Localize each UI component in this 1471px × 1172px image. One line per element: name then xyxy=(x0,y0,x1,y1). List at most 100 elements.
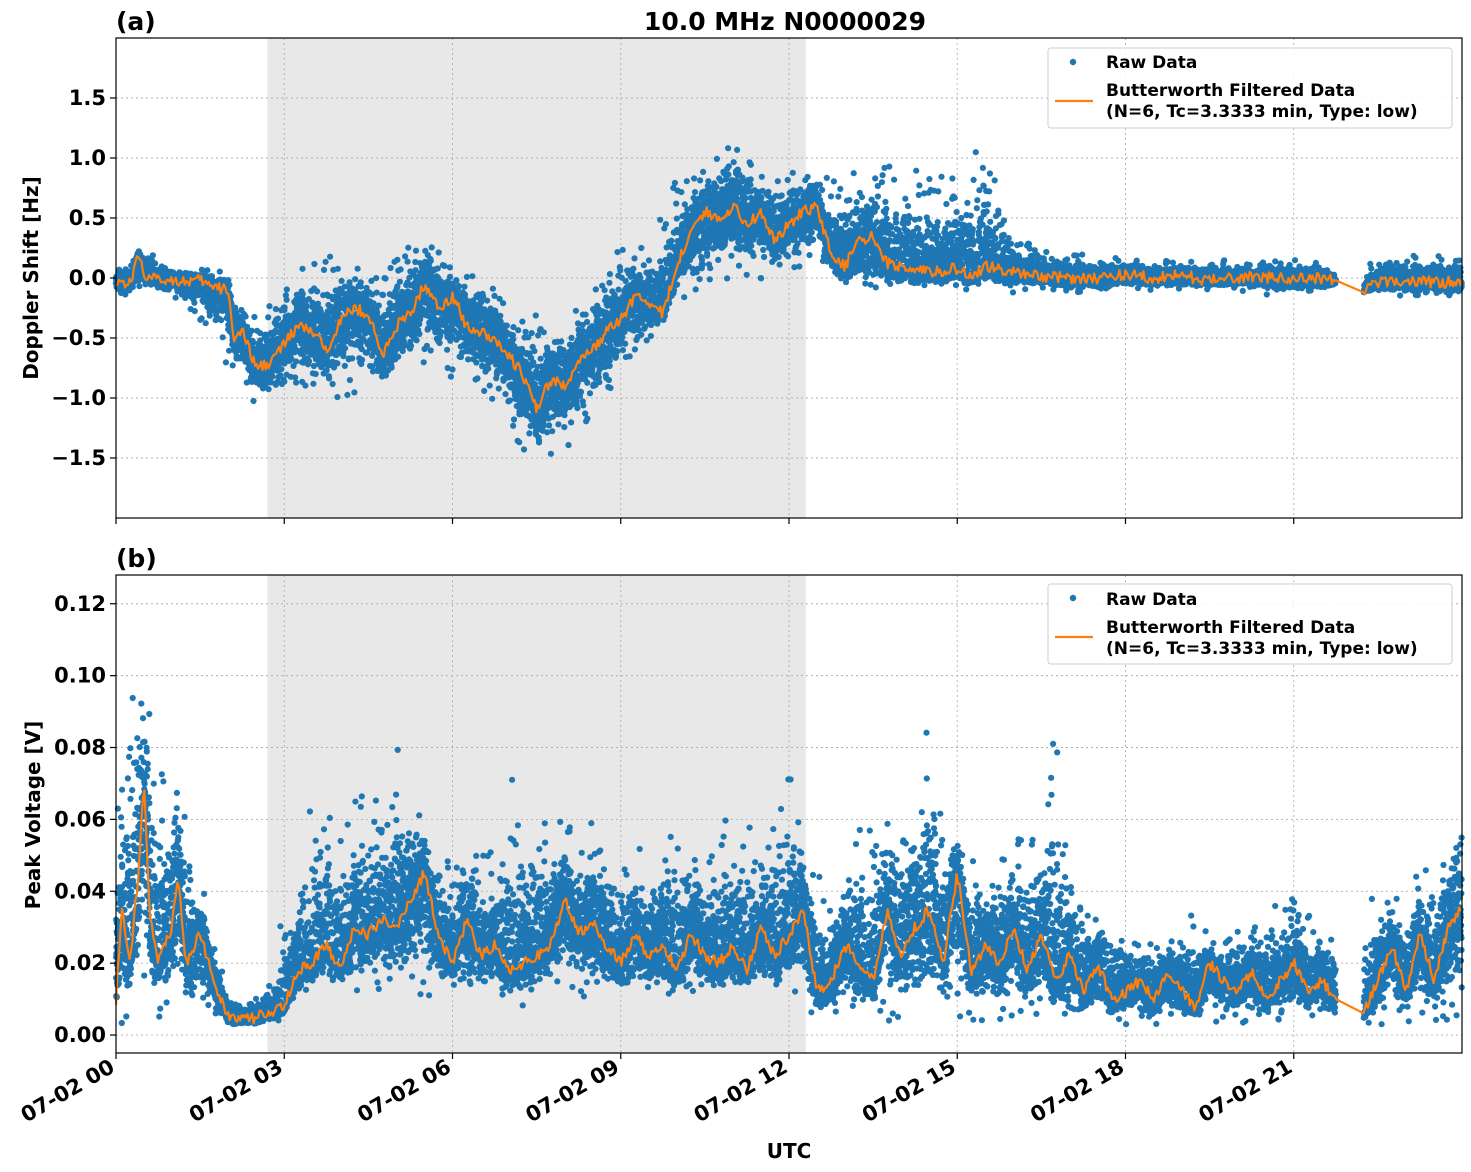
raw-point xyxy=(481,387,488,394)
raw-point xyxy=(266,303,273,310)
raw-point xyxy=(435,249,442,256)
raw-point xyxy=(373,289,380,296)
raw-point xyxy=(428,244,435,251)
panel-a: −1.5−1.0−0.50.00.51.01.5 (a) 10.0 MHz N0… xyxy=(19,7,1465,524)
raw-point xyxy=(607,384,614,392)
raw-point xyxy=(229,362,236,369)
raw-point xyxy=(531,348,538,355)
raw-point xyxy=(546,422,553,429)
raw-point xyxy=(394,256,401,263)
raw-point xyxy=(584,415,591,422)
raw-point xyxy=(352,276,359,283)
raw-point xyxy=(375,302,382,309)
raw-point xyxy=(191,299,198,306)
raw-point xyxy=(320,266,328,273)
raw-point xyxy=(395,353,402,360)
raw-point xyxy=(382,275,389,282)
raw-point xyxy=(558,338,565,345)
raw-point xyxy=(586,390,594,397)
raw-point xyxy=(568,419,575,426)
raw-point xyxy=(357,279,364,286)
raw-point xyxy=(427,347,434,354)
raw-point xyxy=(299,290,306,298)
raw-point xyxy=(412,247,420,254)
raw-point xyxy=(341,362,348,369)
raw-point xyxy=(420,359,427,366)
raw-point xyxy=(283,296,290,303)
raw-point xyxy=(515,327,522,334)
raw-point xyxy=(265,386,272,393)
raw-point xyxy=(520,446,528,453)
raw-point xyxy=(537,355,544,362)
raw-point xyxy=(281,304,288,311)
raw-point xyxy=(497,312,504,319)
raw-point xyxy=(306,358,313,365)
raw-point xyxy=(349,355,356,362)
raw-point xyxy=(455,283,463,290)
raw-point xyxy=(338,277,345,284)
raw-point xyxy=(198,315,205,322)
raw-point xyxy=(293,358,300,365)
raw-point xyxy=(606,357,613,364)
raw-point xyxy=(122,291,129,298)
raw-point xyxy=(506,397,513,404)
raw-point xyxy=(540,329,547,336)
raw-point xyxy=(446,273,454,280)
raw-point xyxy=(250,397,257,405)
raw-point xyxy=(528,330,535,337)
raw-point xyxy=(129,284,136,291)
raw-point xyxy=(444,346,451,353)
raw-point xyxy=(218,317,225,324)
raw-point xyxy=(555,421,562,428)
raw-point xyxy=(269,373,276,380)
raw-point xyxy=(503,322,510,329)
raw-point xyxy=(489,395,496,402)
raw-point xyxy=(434,265,441,272)
raw-point xyxy=(322,258,329,265)
raw-point xyxy=(453,277,460,284)
raw-point xyxy=(334,394,341,401)
raw-point xyxy=(310,380,317,387)
raw-point xyxy=(202,320,209,327)
raw-point xyxy=(547,450,555,457)
raw-point xyxy=(312,370,319,378)
raw-point xyxy=(293,379,300,386)
raw-point xyxy=(516,439,523,446)
raw-point xyxy=(327,253,334,260)
raw-point xyxy=(314,288,321,295)
raw-point xyxy=(326,375,333,382)
raw-point xyxy=(274,315,282,322)
raw-point xyxy=(249,337,256,344)
raw-point xyxy=(149,252,156,259)
raw-point xyxy=(568,334,575,341)
raw-point xyxy=(484,297,491,304)
raw-point xyxy=(299,265,306,272)
raw-point xyxy=(532,312,539,319)
raw-point xyxy=(222,359,229,366)
raw-point xyxy=(519,318,526,325)
raw-point xyxy=(346,377,353,384)
raw-point xyxy=(303,302,310,309)
raw-point xyxy=(509,422,517,429)
raw-point xyxy=(219,334,226,341)
raw-point xyxy=(388,364,395,371)
raw-point xyxy=(485,365,492,372)
raw-point xyxy=(283,286,290,293)
raw-point xyxy=(447,373,454,380)
raw-point xyxy=(580,402,587,409)
raw-point xyxy=(191,308,198,315)
raw-point xyxy=(606,271,614,278)
raw-point xyxy=(359,356,366,363)
raw-point xyxy=(561,424,568,431)
raw-point xyxy=(486,382,493,389)
raw-point xyxy=(592,286,599,293)
raw-point xyxy=(387,264,394,272)
raw-point xyxy=(416,330,423,338)
raw-point xyxy=(606,279,613,286)
raw-point xyxy=(272,306,279,313)
raw-point xyxy=(478,299,485,306)
raw-point xyxy=(397,266,404,273)
raw-point xyxy=(463,273,470,280)
raw-point xyxy=(535,437,543,444)
raw-point xyxy=(449,366,456,373)
